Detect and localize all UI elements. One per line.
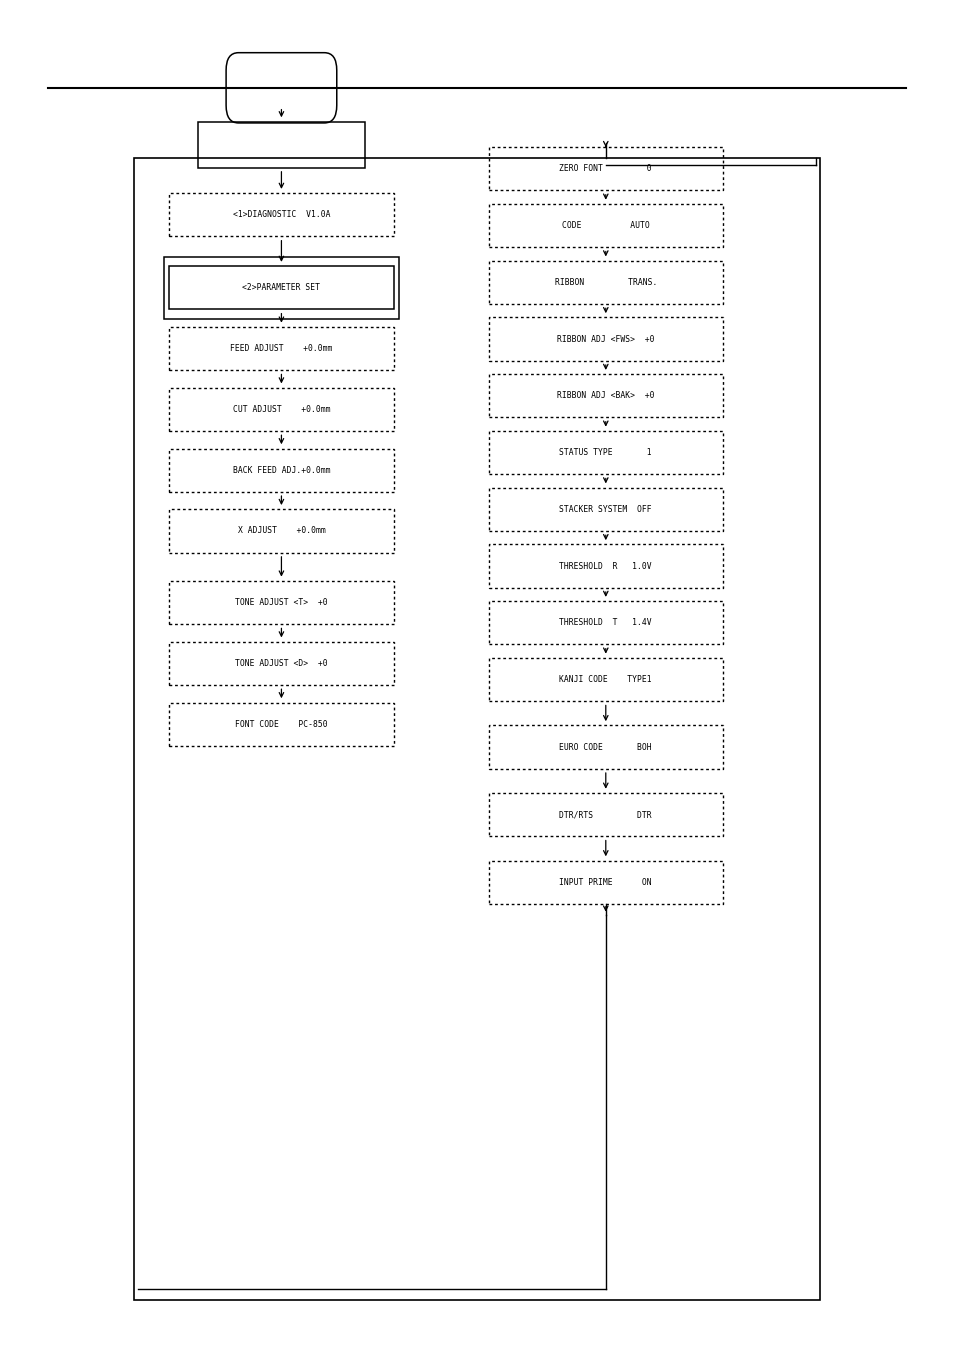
Bar xyxy=(170,449,393,492)
Text: TONE ADJUST <D>  +0: TONE ADJUST <D> +0 xyxy=(234,659,328,667)
Text: THRESHOLD  T   1.4V: THRESHOLD T 1.4V xyxy=(558,619,652,627)
Text: RIBBON         TRANS.: RIBBON TRANS. xyxy=(554,278,657,286)
Bar xyxy=(170,642,393,685)
Text: TONE ADJUST <T>  +0: TONE ADJUST <T> +0 xyxy=(234,598,328,607)
Bar xyxy=(163,257,398,319)
Text: CODE          AUTO: CODE AUTO xyxy=(561,222,649,230)
Bar xyxy=(488,658,721,701)
Bar xyxy=(488,601,721,644)
Bar xyxy=(170,388,393,431)
Text: THRESHOLD  R   1.0V: THRESHOLD R 1.0V xyxy=(558,562,652,570)
Bar xyxy=(488,261,721,304)
Bar xyxy=(488,488,721,531)
Text: EURO CODE       BOH: EURO CODE BOH xyxy=(558,743,652,751)
Text: X ADJUST    +0.0mm: X ADJUST +0.0mm xyxy=(237,527,325,535)
Bar xyxy=(488,861,721,904)
Bar xyxy=(488,544,721,588)
Text: ZERO FONT         0: ZERO FONT 0 xyxy=(558,165,652,173)
Bar xyxy=(170,193,393,236)
Text: RIBBON ADJ <FWS>  +0: RIBBON ADJ <FWS> +0 xyxy=(557,335,654,343)
Bar xyxy=(170,581,393,624)
Text: <1>DIAGNOSTIC  V1.0A: <1>DIAGNOSTIC V1.0A xyxy=(233,211,330,219)
Bar xyxy=(488,374,721,417)
Text: CUT ADJUST    +0.0mm: CUT ADJUST +0.0mm xyxy=(233,405,330,413)
Bar xyxy=(488,725,721,769)
Bar xyxy=(488,793,721,836)
Text: INPUT PRIME      ON: INPUT PRIME ON xyxy=(558,878,652,886)
Text: STATUS TYPE       1: STATUS TYPE 1 xyxy=(558,449,652,457)
Text: DTR/RTS         DTR: DTR/RTS DTR xyxy=(558,811,652,819)
Text: KANJI CODE    TYPE1: KANJI CODE TYPE1 xyxy=(558,676,652,684)
Text: <2>PARAMETER SET: <2>PARAMETER SET xyxy=(242,284,320,292)
Bar xyxy=(488,317,721,361)
Text: RIBBON ADJ <BAK>  +0: RIBBON ADJ <BAK> +0 xyxy=(557,392,654,400)
Bar xyxy=(133,158,820,1300)
Text: STACKER SYSTEM  OFF: STACKER SYSTEM OFF xyxy=(558,505,652,513)
Bar xyxy=(170,509,393,553)
Bar xyxy=(197,122,364,168)
Text: FEED ADJUST    +0.0mm: FEED ADJUST +0.0mm xyxy=(230,345,333,353)
Bar xyxy=(488,431,721,474)
Text: FONT CODE    PC-850: FONT CODE PC-850 xyxy=(234,720,328,728)
Bar xyxy=(170,703,393,746)
Bar xyxy=(170,266,393,309)
Bar xyxy=(170,327,393,370)
Bar xyxy=(488,147,721,190)
Text: BACK FEED ADJ.+0.0mm: BACK FEED ADJ.+0.0mm xyxy=(233,466,330,474)
Bar xyxy=(488,204,721,247)
